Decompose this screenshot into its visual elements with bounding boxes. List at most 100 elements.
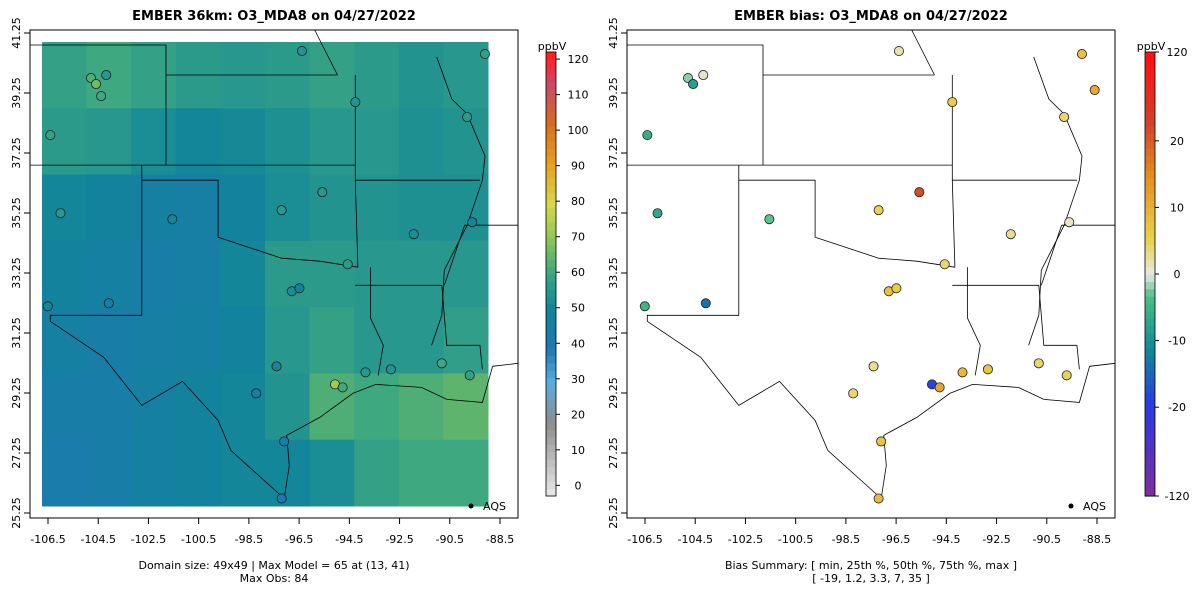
model-colorbar-tick-label: 40 [571,337,585,350]
model-colorbar-frame [545,51,557,497]
model-colorbar-segment [546,325,556,334]
bias-colorbar-segment [1145,422,1155,430]
model-obs-points [42,46,490,504]
bias-border-line [627,44,764,166]
bias-x-tick-label: -94.5 [932,533,960,546]
model-obs-point [271,361,282,372]
model-obs-point [467,217,478,228]
bias-obs-point [868,361,879,372]
model-colorbar-tick-label: 0 [575,479,582,492]
bias-colorbar-segment [1145,118,1155,127]
model-grid-cell [354,108,400,176]
model-border-line [50,320,285,499]
model-colorbar-segment [546,133,556,142]
model-colorbar-segment [546,259,556,268]
model-obs-point [342,259,353,270]
bias-border-line [1040,225,1062,286]
model-grid-cell [398,174,444,242]
model-colorbar-tick-label: 70 [571,231,585,244]
bias-colorbar-segment [1145,126,1155,134]
bias-x-tick-label: -106.5 [627,533,662,546]
bias-colorbar-segment [1145,59,1155,68]
bias-border-line [880,362,1116,499]
bias-border-line [646,165,740,322]
model-colorbar-segment [546,355,556,364]
bias-colorbar-segment [1145,451,1155,460]
model-colorbar-segment [546,89,556,97]
model-colorbar-segment [546,399,556,408]
bias-border-line [911,29,935,76]
bias-obs-point [947,97,958,108]
bias-plot-frame [626,29,1116,519]
model-grid-cell [354,307,400,374]
model-colorbar-segment [546,392,556,401]
model-y-tick-label: 39.25 [10,77,23,109]
model-colorbar-segment [546,52,556,60]
model-x-tick-label: -88.5 [486,533,514,546]
model-obs-point [103,298,114,309]
model-grid-cell [398,307,444,374]
model-obs-point [276,205,287,216]
model-title: EMBER 36km: O3_MDA8 on 04/27/2022 [132,9,416,24]
model-grid-cell [265,307,311,374]
bias-colorbar-segment [1145,244,1155,253]
model-colorbar-segment [546,318,556,327]
model-grid-cell [220,174,266,242]
model-colorbar-tick-label: 100 [568,124,589,137]
model-colorbar-segment [546,407,556,416]
bias-colorbar-tick-label: 0 [1174,268,1181,281]
model-colorbar-segment [546,473,556,482]
model-colorbar-segment [546,362,556,371]
bias-colorbar-segment [1145,459,1155,467]
bias-y-tick-label: 41.25 [607,17,620,49]
model-grid-cell [220,373,266,441]
bias-colorbar-segment [1145,429,1155,438]
bias-colorbar-segment [1145,288,1155,297]
model-grid-cell [354,439,400,507]
bias-colorbar-segment [1145,333,1155,342]
model-obs-point [436,358,447,369]
model-colorbar-segment [546,348,556,356]
bias-colorbar-segment [1145,274,1155,282]
model-border-line [431,56,486,346]
bias-colorbar-segment [1145,355,1155,364]
bias-colorbar-segment [1145,488,1155,497]
bias-colorbar-tick-label: 20 [1170,135,1184,148]
bias-colorbar-segment [1145,163,1155,171]
bias-colorbar-segment [1145,444,1155,453]
bias-obs-points [639,46,1100,504]
model-grid-cell [265,174,311,242]
model-x-tick-label: -102.5 [131,533,166,546]
bias-colorbar-segment [1145,311,1155,319]
bias-colorbar-segment [1145,348,1155,356]
model-colorbar-segment [546,74,556,83]
bias-colorbar-segment [1145,155,1155,164]
model-colorbar-segment [546,207,556,216]
bias-colorbar-tick-label: 120 [1167,46,1188,59]
model-grid-cell [131,174,177,242]
bias-colorbar-segment [1145,362,1155,371]
model-border-line [283,362,519,499]
model-grid-cell [220,240,266,308]
model-grid-cell [354,174,400,242]
model-colorbar-tick-label: 30 [571,373,585,386]
bias-y-ticks: 41.25 39.25 37.25 35.25 33.25 31.25 29.25 27.25… [607,17,627,529]
bias-colorbar-segment [1145,473,1155,482]
model-grid-cell [265,439,311,507]
model-border-line [370,267,384,376]
bias-obs-point [1005,229,1016,240]
model-colorbar-tick-label: 60 [571,266,585,279]
bias-colorbar-segment [1145,281,1155,290]
bias-colorbar-tick-label: -10 [1168,335,1186,348]
model-colorbar-segment [546,140,556,149]
model-footer-line1: Domain size: 49x49 | Max Model = 65 at (… [138,559,409,572]
model-colorbar-segment [546,155,556,164]
bias-x-ticks: -106.5 -104.5 -102.5 -100.5 -98.5 -96.5 -94.5 -… [627,518,1111,546]
model-y-tick-label: 31.25 [10,317,23,349]
model-colorbar-segment [546,170,556,179]
model-y-tick-label: 25.25 [10,497,23,529]
model-border-line [141,179,358,268]
model-grid-cell [354,42,400,109]
model-grid-cell [265,373,311,441]
model-x-tick-label: -94.5 [335,533,363,546]
